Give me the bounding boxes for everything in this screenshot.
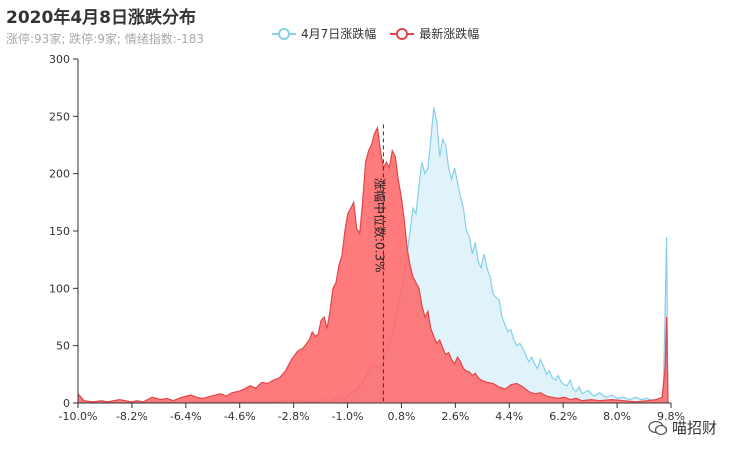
x-tick-label: 4.4%	[495, 410, 523, 423]
legend-line-circle-icon	[390, 27, 415, 40]
x-tick-label: -2.8%	[278, 410, 310, 423]
x-tick-label: 6.2%	[549, 410, 577, 423]
y-tick-label: 200	[49, 168, 70, 181]
x-tick-label: 2.6%	[441, 410, 469, 423]
y-tick-label: 100	[49, 282, 70, 295]
x-tick-label: -8.2%	[116, 410, 148, 423]
y-tick-label: 50	[56, 340, 70, 353]
x-tick-label: 9.8%	[657, 410, 685, 423]
x-tick-label: -1.0%	[332, 410, 364, 423]
x-tick-label: -4.6%	[224, 410, 256, 423]
watermark: 喵招财	[648, 417, 717, 438]
x-tick-label: 0.8%	[387, 410, 415, 423]
median-label: 涨幅中位数:0.3%	[372, 178, 387, 273]
x-tick-label: 8.0%	[603, 410, 631, 423]
series-area-1	[78, 127, 668, 404]
series-line-1	[77, 125, 669, 404]
legend-label-previous: 4月7日涨跌幅	[301, 27, 377, 41]
y-tick-label: 150	[49, 225, 70, 238]
y-tick-label: 250	[49, 110, 70, 123]
legend-item-previous[interactable]: 4月7日涨跌幅	[272, 25, 376, 42]
legend: 4月7日涨跌幅 最新涨跌幅	[272, 25, 479, 42]
legend-line-circle-icon	[272, 27, 296, 40]
x-tick-label: -10.0%	[59, 410, 98, 423]
legend-item-latest[interactable]: 最新涨跌幅	[390, 25, 479, 42]
chart-title: 2020年4月8日涨跌分布	[6, 8, 196, 28]
chart-subtitle: 涨停:93家; 跌停:9家; 情绪指数:-183	[6, 32, 204, 46]
x-tick-label: -6.4%	[170, 410, 202, 423]
watermark-text: 喵招财	[672, 419, 718, 437]
y-tick-label: 0	[63, 397, 70, 410]
y-tick-label: 300	[49, 53, 70, 66]
legend-label-latest: 最新涨跌幅	[419, 27, 480, 41]
chat-bubble-icon	[648, 420, 668, 435]
